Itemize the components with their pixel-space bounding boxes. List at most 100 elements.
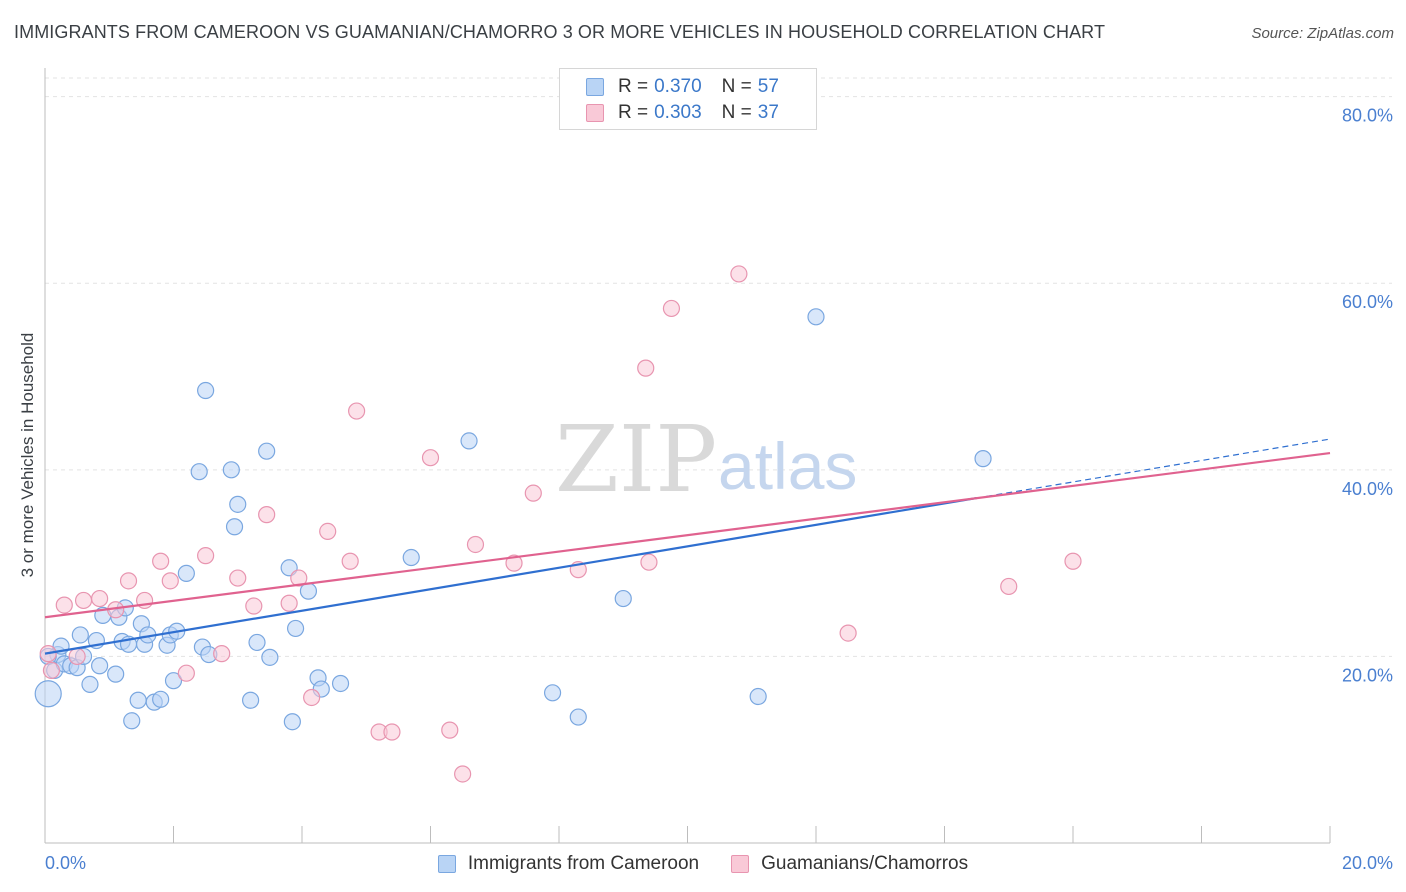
chart-source: Source: ZipAtlas.com — [1251, 25, 1394, 42]
point-cameroon — [402, 548, 420, 567]
point-cameroon — [123, 712, 141, 730]
point-guamanian — [1000, 577, 1018, 596]
point-guamanian — [383, 723, 401, 741]
y-tick-label: 80.0% — [1342, 106, 1393, 126]
point-cameroon — [248, 633, 266, 652]
watermark-zip: ZIP — [555, 406, 717, 513]
point-guamanian — [637, 359, 655, 377]
point-guamanian — [290, 569, 308, 587]
point-guamanian — [839, 624, 857, 642]
point-guamanian — [524, 484, 542, 502]
point-cameroon — [152, 690, 170, 708]
series-legend-item-guamanian: Guamanians/Chamorros — [731, 853, 968, 875]
point-guamanian — [197, 547, 215, 565]
point-cameroon — [286, 619, 305, 638]
series-swatch-blue — [437, 855, 456, 873]
point-cameroon — [569, 708, 587, 726]
grid-lines — [45, 77, 1392, 657]
point-guamanian — [55, 596, 73, 614]
point-guamanian — [1064, 552, 1082, 570]
legend-r-value: 0.370 — [654, 76, 702, 97]
point-guamanian — [421, 449, 440, 467]
point-guamanian — [280, 594, 298, 612]
y-tick-label: 40.0% — [1342, 479, 1393, 499]
point-cameroon — [283, 713, 301, 731]
point-guamanian — [341, 552, 359, 570]
point-cameroon — [91, 657, 109, 675]
chart-title: IMMIGRANTS FROM CAMEROON VS GUAMANIAN/CH… — [14, 22, 1106, 42]
point-cameroon — [222, 461, 240, 479]
point-cameroon — [261, 648, 279, 666]
point-cameroon — [331, 674, 350, 693]
point-cameroon — [107, 665, 125, 683]
point-guamanian — [319, 522, 337, 541]
series-name-cameroon: Immigrants from Cameroon — [467, 853, 700, 874]
watermark-atlas: atlas — [718, 429, 857, 503]
point-cameroon — [242, 691, 260, 709]
legend-row-cameroon: R = 0.370 N = 57 — [586, 75, 779, 99]
legend-swatch-blue — [586, 78, 604, 96]
point-cameroon — [543, 684, 562, 702]
point-guamanian — [229, 569, 247, 587]
point-guamanian — [213, 645, 231, 663]
legend-r-label: R = — [618, 76, 649, 97]
legend-n-value: 37 — [757, 102, 779, 123]
correlation-legend: R = 0.370 N = 57 R = 0.303 N = 37 — [559, 68, 817, 130]
point-guamanian — [68, 647, 86, 666]
tick-labels: 20.0% 40.0% 60.0% 80.0% 0.0% 20.0% — [45, 106, 1393, 873]
series-name-guamanian: Guamanians/Chamorros — [761, 853, 969, 874]
point-guamanian — [454, 765, 472, 783]
y-tick-label: 20.0% — [1342, 665, 1393, 685]
x-tick-label: 0.0% — [45, 853, 86, 873]
point-cameroon — [614, 589, 632, 608]
point-guamanian — [441, 721, 459, 739]
point-guamanian — [42, 661, 61, 680]
trend-lines — [44, 438, 1331, 655]
legend-row-guamanian: R = 0.303 N = 37 — [586, 101, 779, 125]
point-cameroon — [34, 680, 62, 708]
point-cameroon — [258, 442, 276, 460]
trend-line-cameroon-dashed — [976, 438, 1331, 499]
point-cameroon — [71, 626, 89, 644]
point-cameroon — [807, 308, 825, 326]
point-guamanian — [119, 572, 138, 590]
point-cameroon — [190, 463, 208, 481]
y-tick-label: 60.0% — [1342, 292, 1393, 312]
legend-n-label: N = — [721, 102, 752, 123]
watermark: ZIP atlas — [555, 406, 857, 513]
data-points — [34, 265, 1082, 783]
series-swatch-pink — [731, 855, 750, 873]
point-cameroon — [460, 432, 478, 450]
x-tick-label: 20.0% — [1342, 853, 1393, 873]
point-guamanian — [466, 535, 485, 554]
point-guamanian — [258, 506, 276, 524]
point-cameroon — [974, 450, 992, 468]
point-guamanian — [303, 688, 321, 707]
legend-swatch-pink — [586, 104, 604, 122]
legend-r-value: 0.303 — [654, 102, 702, 123]
point-cameroon — [129, 691, 147, 709]
trend-line-cameroon — [44, 496, 977, 655]
point-guamanian — [348, 402, 366, 420]
trend-line-guamanian — [44, 451, 1331, 619]
point-guamanian — [74, 591, 93, 610]
point-guamanian — [177, 664, 195, 682]
point-guamanian — [245, 597, 263, 615]
point-cameroon — [81, 675, 99, 694]
point-cameroon — [225, 518, 244, 536]
point-cameroon — [164, 672, 183, 690]
legend-n-label: N = — [721, 76, 752, 97]
point-guamanian — [152, 552, 170, 570]
axes — [44, 68, 1331, 844]
point-guamanian — [730, 265, 748, 283]
series-legend-item-cameroon: Immigrants from Cameroon — [437, 853, 700, 875]
point-cameroon — [177, 564, 195, 582]
point-guamanian — [505, 554, 523, 572]
point-cameroon — [229, 495, 247, 513]
legend-n-value: 57 — [757, 76, 779, 97]
legend-r-label: R = — [618, 102, 649, 123]
point-cameroon — [197, 381, 215, 400]
series-legend: Immigrants from Cameroon Guamanians/Cham… — [0, 851, 1406, 877]
point-guamanian — [662, 299, 681, 318]
